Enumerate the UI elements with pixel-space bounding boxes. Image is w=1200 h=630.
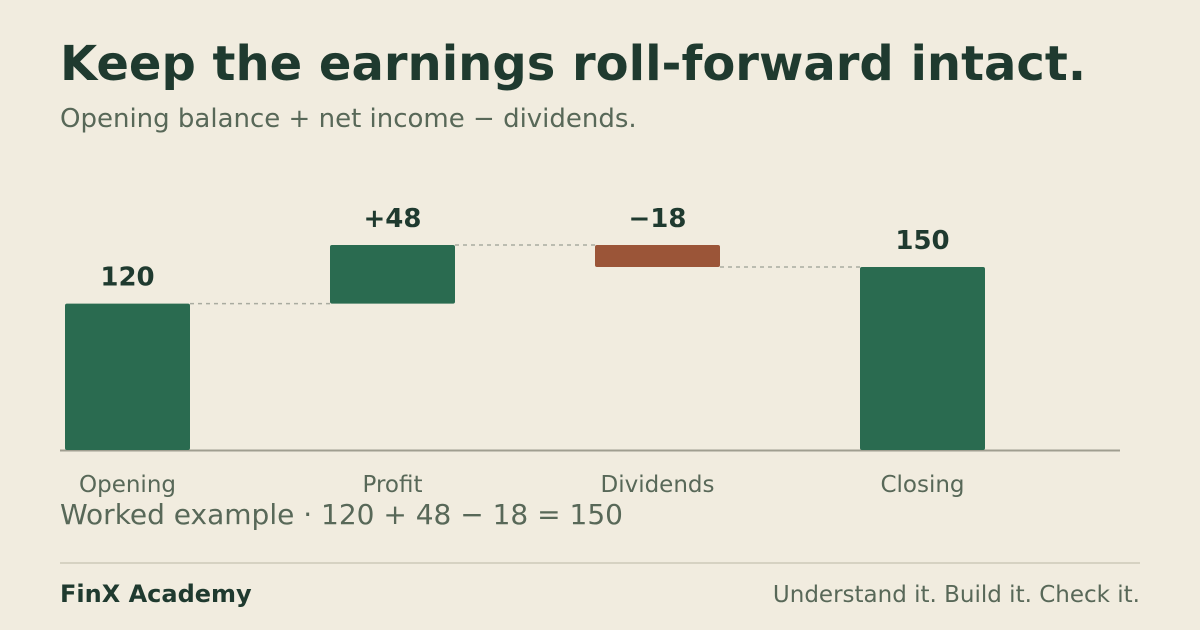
bar-dividends [595, 245, 720, 267]
footer-tagline: Understand it. Build it. Check it. [772, 582, 1140, 608]
bar-profit [330, 245, 455, 304]
footer-divider [60, 562, 1140, 564]
page-title: Keep the earnings roll-forward intact. [60, 36, 1087, 92]
data-label: +48 [364, 204, 422, 234]
category-label: Opening [79, 472, 176, 498]
category-label: Dividends [600, 472, 714, 498]
bar-opening [65, 303, 190, 450]
worked-example: Worked example · 120 + 48 − 18 = 150 [60, 498, 623, 531]
data-label: −18 [629, 204, 687, 234]
page-subtitle: Opening balance + net income − dividends… [60, 104, 637, 134]
data-label: 150 [895, 226, 949, 256]
bar-closing [860, 267, 985, 450]
category-label: Closing [880, 472, 964, 498]
category-label: Profit [363, 472, 423, 498]
brand-name: FinX Academy [60, 580, 252, 608]
data-label: 120 [100, 263, 154, 293]
